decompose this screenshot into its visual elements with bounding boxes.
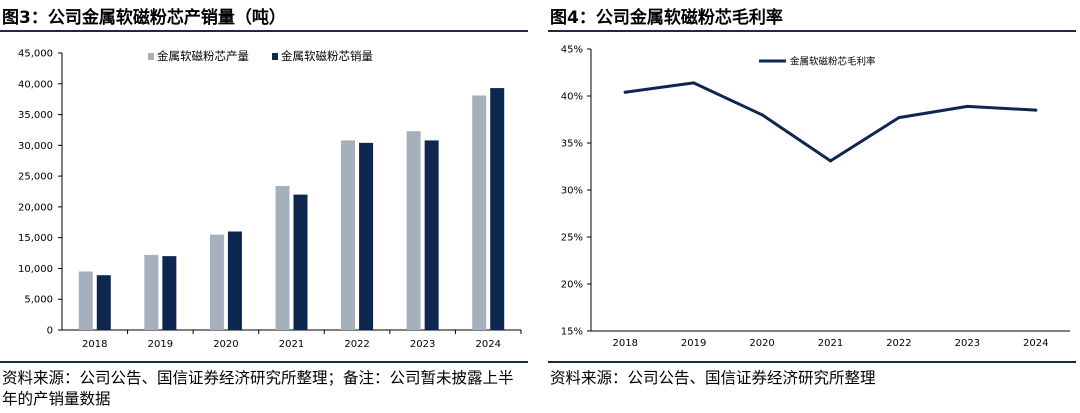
data-point [897,116,901,120]
x-tick-label: 2019 [148,339,173,350]
x-tick-label: 2020 [213,339,238,350]
series-line-gross-margin [623,81,1038,163]
bar-sales [359,142,374,330]
bar-sales [227,231,242,330]
bar-chart: 0 5,000 10,000 15,000 20,000 25,000 30,000 35,0… [18,49,522,350]
bar-production [406,131,421,330]
x-tick-label: 2019 [681,338,706,349]
y-tick-label: 25,000 [18,172,53,183]
x-tick-label: 2024 [1023,338,1048,349]
y-tick-label: 35% [561,139,583,150]
chart-title: 图4：公司金属软磁粉芯毛利率 [550,8,783,28]
y-tick-label: 30,000 [18,141,53,152]
legend-swatch [272,53,278,60]
x-tick-label: 2020 [749,338,774,349]
bar-production [341,140,356,330]
bar-sales [293,194,308,330]
source-rule [0,361,528,363]
data-point [1034,108,1038,112]
title-rule [0,30,528,32]
y-tick-label: 15% [561,327,583,338]
chart-title: 图3：公司金属软磁粉芯产销量（吨） [2,8,286,28]
y-tick-label: 45,000 [18,49,53,60]
y-tick-label: 40% [561,92,583,103]
chart-panel-gross-margin: 图4：公司金属软磁粉芯毛利率 15% 20% 25% 30% 35% 40% 45% 2018… [548,0,1078,413]
bar-sales [490,88,505,330]
y-tick-label: 40,000 [18,79,53,90]
legend-label: 金属软磁粉芯产量 [157,49,249,63]
y-tick-label: 10,000 [18,264,53,275]
source-note: 资料来源：公司公告、国信证券经济研究所整理 [550,369,876,387]
bar-sales [162,256,177,330]
y-tick-label: 30% [561,186,583,197]
chart-panel-production-sales: 图3：公司金属软磁粉芯产销量（吨） 0 5,000 10,000 15,000 20,0… [0,0,530,413]
x-tick-label: 2021 [279,339,304,350]
line-chart: 15% 20% 25% 30% 35% 40% 45% 2018 2019 2020 2021 202… [561,45,1070,349]
bar-sales [96,275,111,330]
bar-production [275,185,290,330]
y-tick-label: 20% [561,280,583,291]
legend-label: 金属软磁粉芯销量 [281,49,373,63]
source-rule [548,361,1076,363]
bar-production [209,234,224,330]
data-point [760,113,764,117]
x-tick-label: 2023 [955,338,980,349]
x-tick-label: 2024 [475,339,500,350]
y-tick-label: 45% [561,45,583,56]
bar-production [472,95,487,330]
legend-swatch [148,53,154,60]
data-point [829,159,832,163]
x-tick-label: 2023 [410,339,435,350]
x-tick-label: 2022 [886,338,911,349]
x-tick-label: 2022 [344,339,369,350]
title-rule [548,30,1076,32]
data-point [623,90,627,94]
source-note: 资料来源：公司公告、国信证券经济研究所整理；备注：公司暂未披露上半年的产销量数据 [2,369,514,408]
data-point [692,81,696,85]
legend-label: 金属软磁粉芯毛利率 [790,56,876,68]
x-tick-label: 2018 [612,338,637,349]
y-tick-label: 25% [561,233,583,244]
y-tick-label: 0 [47,326,53,337]
bar-production [144,254,159,330]
data-point [965,104,969,108]
x-tick-label: 2018 [82,339,107,350]
bar-sales [424,140,439,330]
bar-production [78,271,93,330]
y-tick-label: 35,000 [18,110,53,121]
y-tick-label: 15,000 [18,233,53,244]
x-tick-label: 2021 [818,338,843,349]
y-tick-label: 5,000 [24,295,53,306]
y-tick-label: 20,000 [18,202,53,213]
